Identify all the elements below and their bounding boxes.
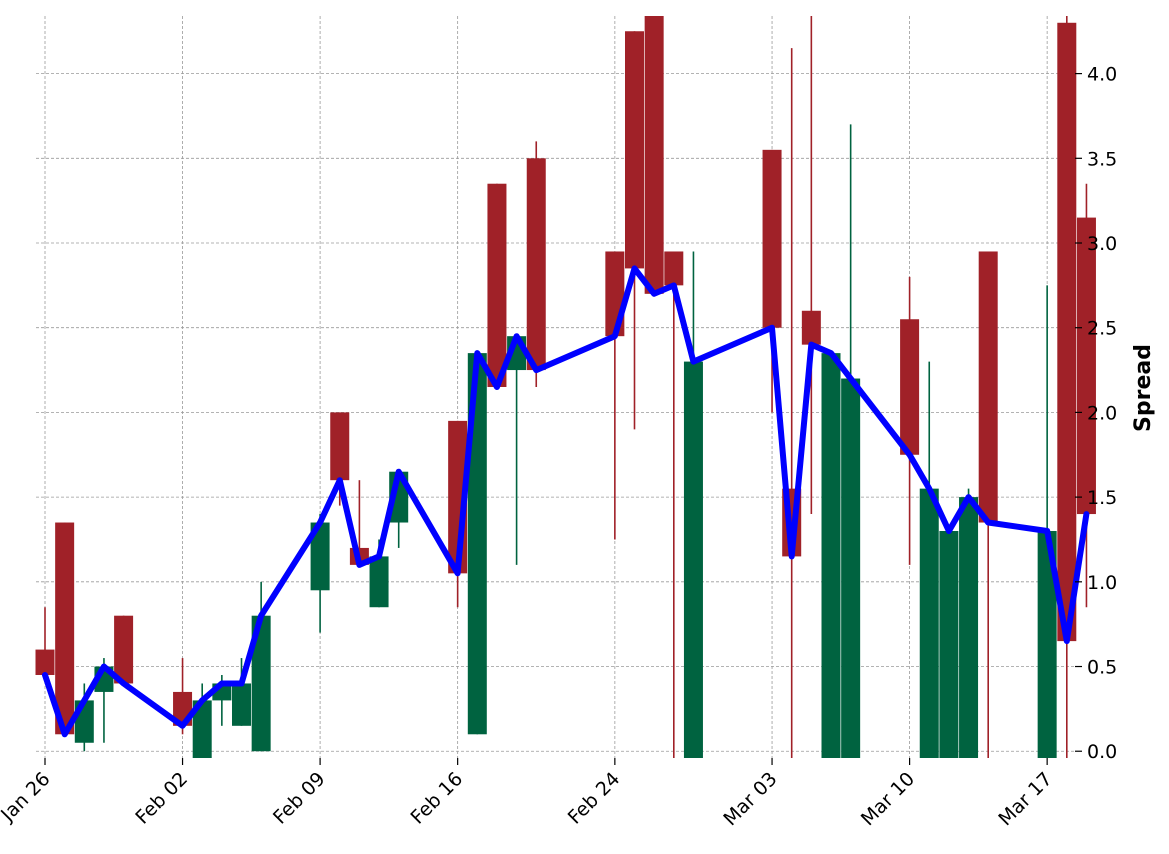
candle-body-down [762, 149, 782, 328]
candle-body-down [900, 319, 920, 455]
candle-body-up [251, 615, 271, 752]
x-tick-label: Feb 02 [131, 768, 192, 829]
candle-body-up [939, 530, 959, 758]
candle-body-up [959, 497, 979, 758]
candle-body-up [841, 378, 861, 758]
candle-body-down [330, 412, 350, 481]
y-tick-label: 0.0 [1087, 741, 1117, 763]
candle-body-up [369, 556, 389, 608]
y-tick-label: 2.5 [1087, 318, 1117, 340]
candle-body-down [664, 251, 684, 286]
candle-body-down [625, 31, 644, 269]
grid-lines [36, 16, 1075, 758]
close-line-layer [42, 265, 1090, 738]
candle-bodies [35, 16, 1096, 758]
y-tick-label: 4.0 [1087, 64, 1117, 86]
y-tick-label: 2.0 [1087, 402, 1117, 424]
y-axis-title: Spread [1131, 344, 1156, 432]
y-tick-label: 3.0 [1087, 233, 1117, 255]
candle-body-down [526, 158, 546, 371]
candle-body-up [232, 683, 251, 726]
close-price-line [42, 265, 1090, 738]
y-axis: 0.0 0.5 1.0 1.5 2.0 2.5 3.0 3.5 4.0 [1075, 64, 1117, 763]
x-tick-label: Jan 26 [0, 768, 55, 826]
candle-body-up [192, 700, 212, 758]
candle-body-up [467, 353, 487, 735]
x-tick-label: Mar 10 [857, 768, 919, 830]
y-tick-label: 1.0 [1087, 572, 1117, 594]
candle-body-down [35, 649, 55, 675]
y-tick-label: 0.5 [1087, 657, 1117, 679]
candle-body-up [821, 353, 841, 758]
candle-body-up [919, 488, 939, 758]
x-tick-label: Feb 16 [406, 768, 467, 829]
candle-body-up [310, 522, 330, 591]
x-tick-label: Mar 03 [719, 768, 781, 830]
candle-body-down [644, 16, 664, 294]
candle-body-down [801, 310, 821, 345]
candle-body-down [114, 615, 134, 684]
candle-body-up [683, 361, 703, 758]
candle-body-down [55, 522, 75, 735]
x-tick-label: Mar 17 [994, 768, 1056, 830]
candle-body-down [487, 183, 507, 387]
y-tick-label: 3.5 [1087, 148, 1117, 170]
y-tick-label: 1.5 [1087, 487, 1117, 509]
candle-body-down [978, 251, 998, 523]
x-axis: Jan 26 Feb 02 Feb 09 Feb 16 Feb 24 Mar 03 Mar … [0, 758, 1057, 830]
candle-body-down [1076, 217, 1096, 515]
candle-body-down [1057, 22, 1077, 642]
x-tick-label: Feb 24 [564, 768, 625, 829]
candle-body-up [1037, 530, 1057, 758]
x-tick-label: Feb 09 [269, 768, 330, 829]
